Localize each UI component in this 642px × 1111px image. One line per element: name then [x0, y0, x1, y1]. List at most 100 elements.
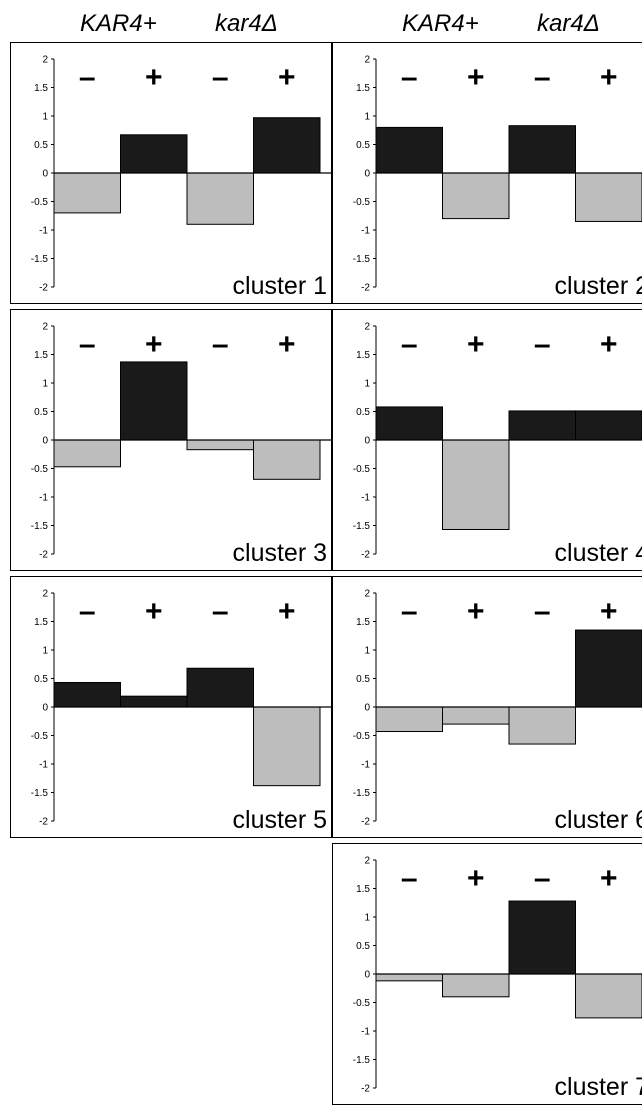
y-tick-label: 1.5	[34, 617, 48, 628]
cluster-7-chart: 2 1.5 1 0.5 0 -0.5 -1 -1.5 -2 – + – +	[353, 856, 642, 1095]
y-tick-label: 0.5	[356, 674, 370, 685]
y-tick-label: 0.5	[34, 407, 48, 418]
y-tick-label: -1.5	[31, 254, 49, 265]
y-tick-label: -1	[39, 226, 48, 237]
y-tick-label: -0.5	[31, 197, 49, 208]
cluster-7-label: cluster 7	[554, 1073, 642, 1101]
y-tick-label: -1.5	[353, 254, 371, 265]
y-tick-label: -1	[39, 493, 48, 504]
bar-4	[575, 410, 642, 441]
plus-sign-label: +	[145, 61, 163, 94]
bar-4	[575, 629, 642, 708]
plus-sign-label: +	[467, 862, 485, 895]
minus-sign-label: –	[401, 328, 418, 361]
plus-sign-label: +	[145, 328, 163, 361]
y-tick-label: 1	[42, 379, 48, 390]
y-tick-label: 0	[364, 436, 370, 447]
bar-4	[575, 973, 642, 1019]
y-tick-label: -1	[39, 760, 48, 771]
y-tick-label: 1	[364, 112, 370, 123]
cluster-5-chart: 2 1.5 1 0.5 0 -0.5 -1 -1.5 -2 – + – +	[31, 589, 331, 828]
bar-1	[375, 706, 443, 733]
y-tick-label: 0.5	[34, 140, 48, 151]
y-tick-label: 2	[364, 322, 370, 333]
y-tick-label: 0.5	[356, 941, 370, 952]
bar-3	[508, 900, 576, 975]
y-tick-label: -1.5	[31, 788, 49, 799]
y-tick-label: -0.5	[353, 464, 371, 475]
y-tick-label: 2	[364, 589, 370, 600]
y-tick-label: -2	[361, 550, 370, 561]
cluster-3-panel: 2 1.5 1 0.5 0 -0.5 -1 -1.5 -2 – + – + cluster 3	[10, 309, 332, 571]
header-kar4-wt-right: KAR4+	[402, 10, 479, 37]
bar-3	[186, 439, 254, 451]
y-tick-label: -2	[361, 817, 370, 828]
bar-3	[186, 172, 254, 225]
minus-sign-label: –	[401, 862, 418, 895]
bar-3	[186, 667, 254, 708]
bar-2	[442, 706, 510, 725]
cluster-2-panel: 2 1.5 1 0.5 0 -0.5 -1 -1.5 -2 – + – + cluster 2	[332, 42, 642, 304]
y-tick-label: -0.5	[353, 998, 371, 1009]
bar-1	[53, 681, 121, 708]
bar-2	[120, 134, 188, 174]
y-tick-label: 0.5	[34, 674, 48, 685]
plus-sign-label: +	[600, 862, 618, 895]
y-tick-label: 1	[42, 646, 48, 657]
minus-sign-label: –	[212, 61, 229, 94]
header-kar4-wt-left: KAR4+	[80, 10, 157, 37]
cluster-5-label: cluster 5	[232, 806, 327, 834]
y-tick-label: 1	[364, 379, 370, 390]
y-tick-label: 1.5	[356, 884, 370, 895]
y-tick-label: -2	[39, 817, 48, 828]
plus-sign-label: +	[600, 61, 618, 94]
plus-sign-label: +	[467, 595, 485, 628]
cluster-1-panel: 2 1.5 1 0.5 0 -0.5 -1 -1.5 -2 – + – + cluster 1	[10, 42, 332, 304]
bar-4	[253, 706, 321, 787]
y-tick-label: -2	[39, 550, 48, 561]
y-tick-label: 0	[42, 436, 48, 447]
minus-sign-label: –	[401, 61, 418, 94]
y-tick-label: 0	[42, 169, 48, 180]
minus-sign-label: –	[212, 328, 229, 361]
y-tick-label: -0.5	[31, 464, 49, 475]
y-tick-label: 0.5	[356, 140, 370, 151]
cluster-6-chart: 2 1.5 1 0.5 0 -0.5 -1 -1.5 -2 – + – +	[353, 589, 642, 828]
cluster-2-label: cluster 2	[554, 272, 642, 300]
y-tick-label: 2	[364, 856, 370, 867]
y-tick-label: -1.5	[31, 521, 49, 532]
y-tick-label: 2	[42, 322, 48, 333]
bar-3	[508, 125, 576, 174]
y-tick-label: 2	[364, 55, 370, 66]
bar-4	[575, 172, 642, 222]
minus-sign-label: –	[534, 328, 551, 361]
bar-2	[442, 172, 510, 220]
cluster-7-panel: 2 1.5 1 0.5 0 -0.5 -1 -1.5 -2 – + – + cluster 7	[332, 843, 642, 1105]
minus-sign-label: –	[534, 61, 551, 94]
y-tick-label: -1.5	[353, 521, 371, 532]
plus-sign-label: +	[467, 328, 485, 361]
y-tick-label: 1.5	[356, 350, 370, 361]
bar-1	[375, 973, 443, 982]
bar-1	[53, 172, 121, 214]
bar-4	[253, 117, 321, 174]
cluster-3-label: cluster 3	[232, 539, 327, 567]
plus-sign-label: +	[278, 61, 296, 94]
bar-1	[375, 126, 443, 174]
bar-1	[375, 406, 443, 441]
y-tick-label: 0	[364, 703, 370, 714]
y-tick-label: 0	[364, 169, 370, 180]
minus-sign-label: –	[534, 595, 551, 628]
cluster-4-panel: 2 1.5 1 0.5 0 -0.5 -1 -1.5 -2 – + – + cluster 4	[332, 309, 642, 571]
cluster-2-chart: 2 1.5 1 0.5 0 -0.5 -1 -1.5 -2 – + – +	[353, 55, 642, 294]
bar-2	[120, 361, 188, 441]
y-tick-label: 1	[42, 112, 48, 123]
y-tick-label: 2	[42, 589, 48, 600]
bar-3	[508, 706, 576, 745]
y-tick-label: 1.5	[34, 350, 48, 361]
y-tick-label: -1	[361, 226, 370, 237]
y-tick-label: -2	[39, 283, 48, 294]
y-tick-label: 0.5	[356, 407, 370, 418]
plus-sign-label: +	[145, 595, 163, 628]
cluster-3-chart: 2 1.5 1 0.5 0 -0.5 -1 -1.5 -2 – + – +	[31, 322, 331, 561]
